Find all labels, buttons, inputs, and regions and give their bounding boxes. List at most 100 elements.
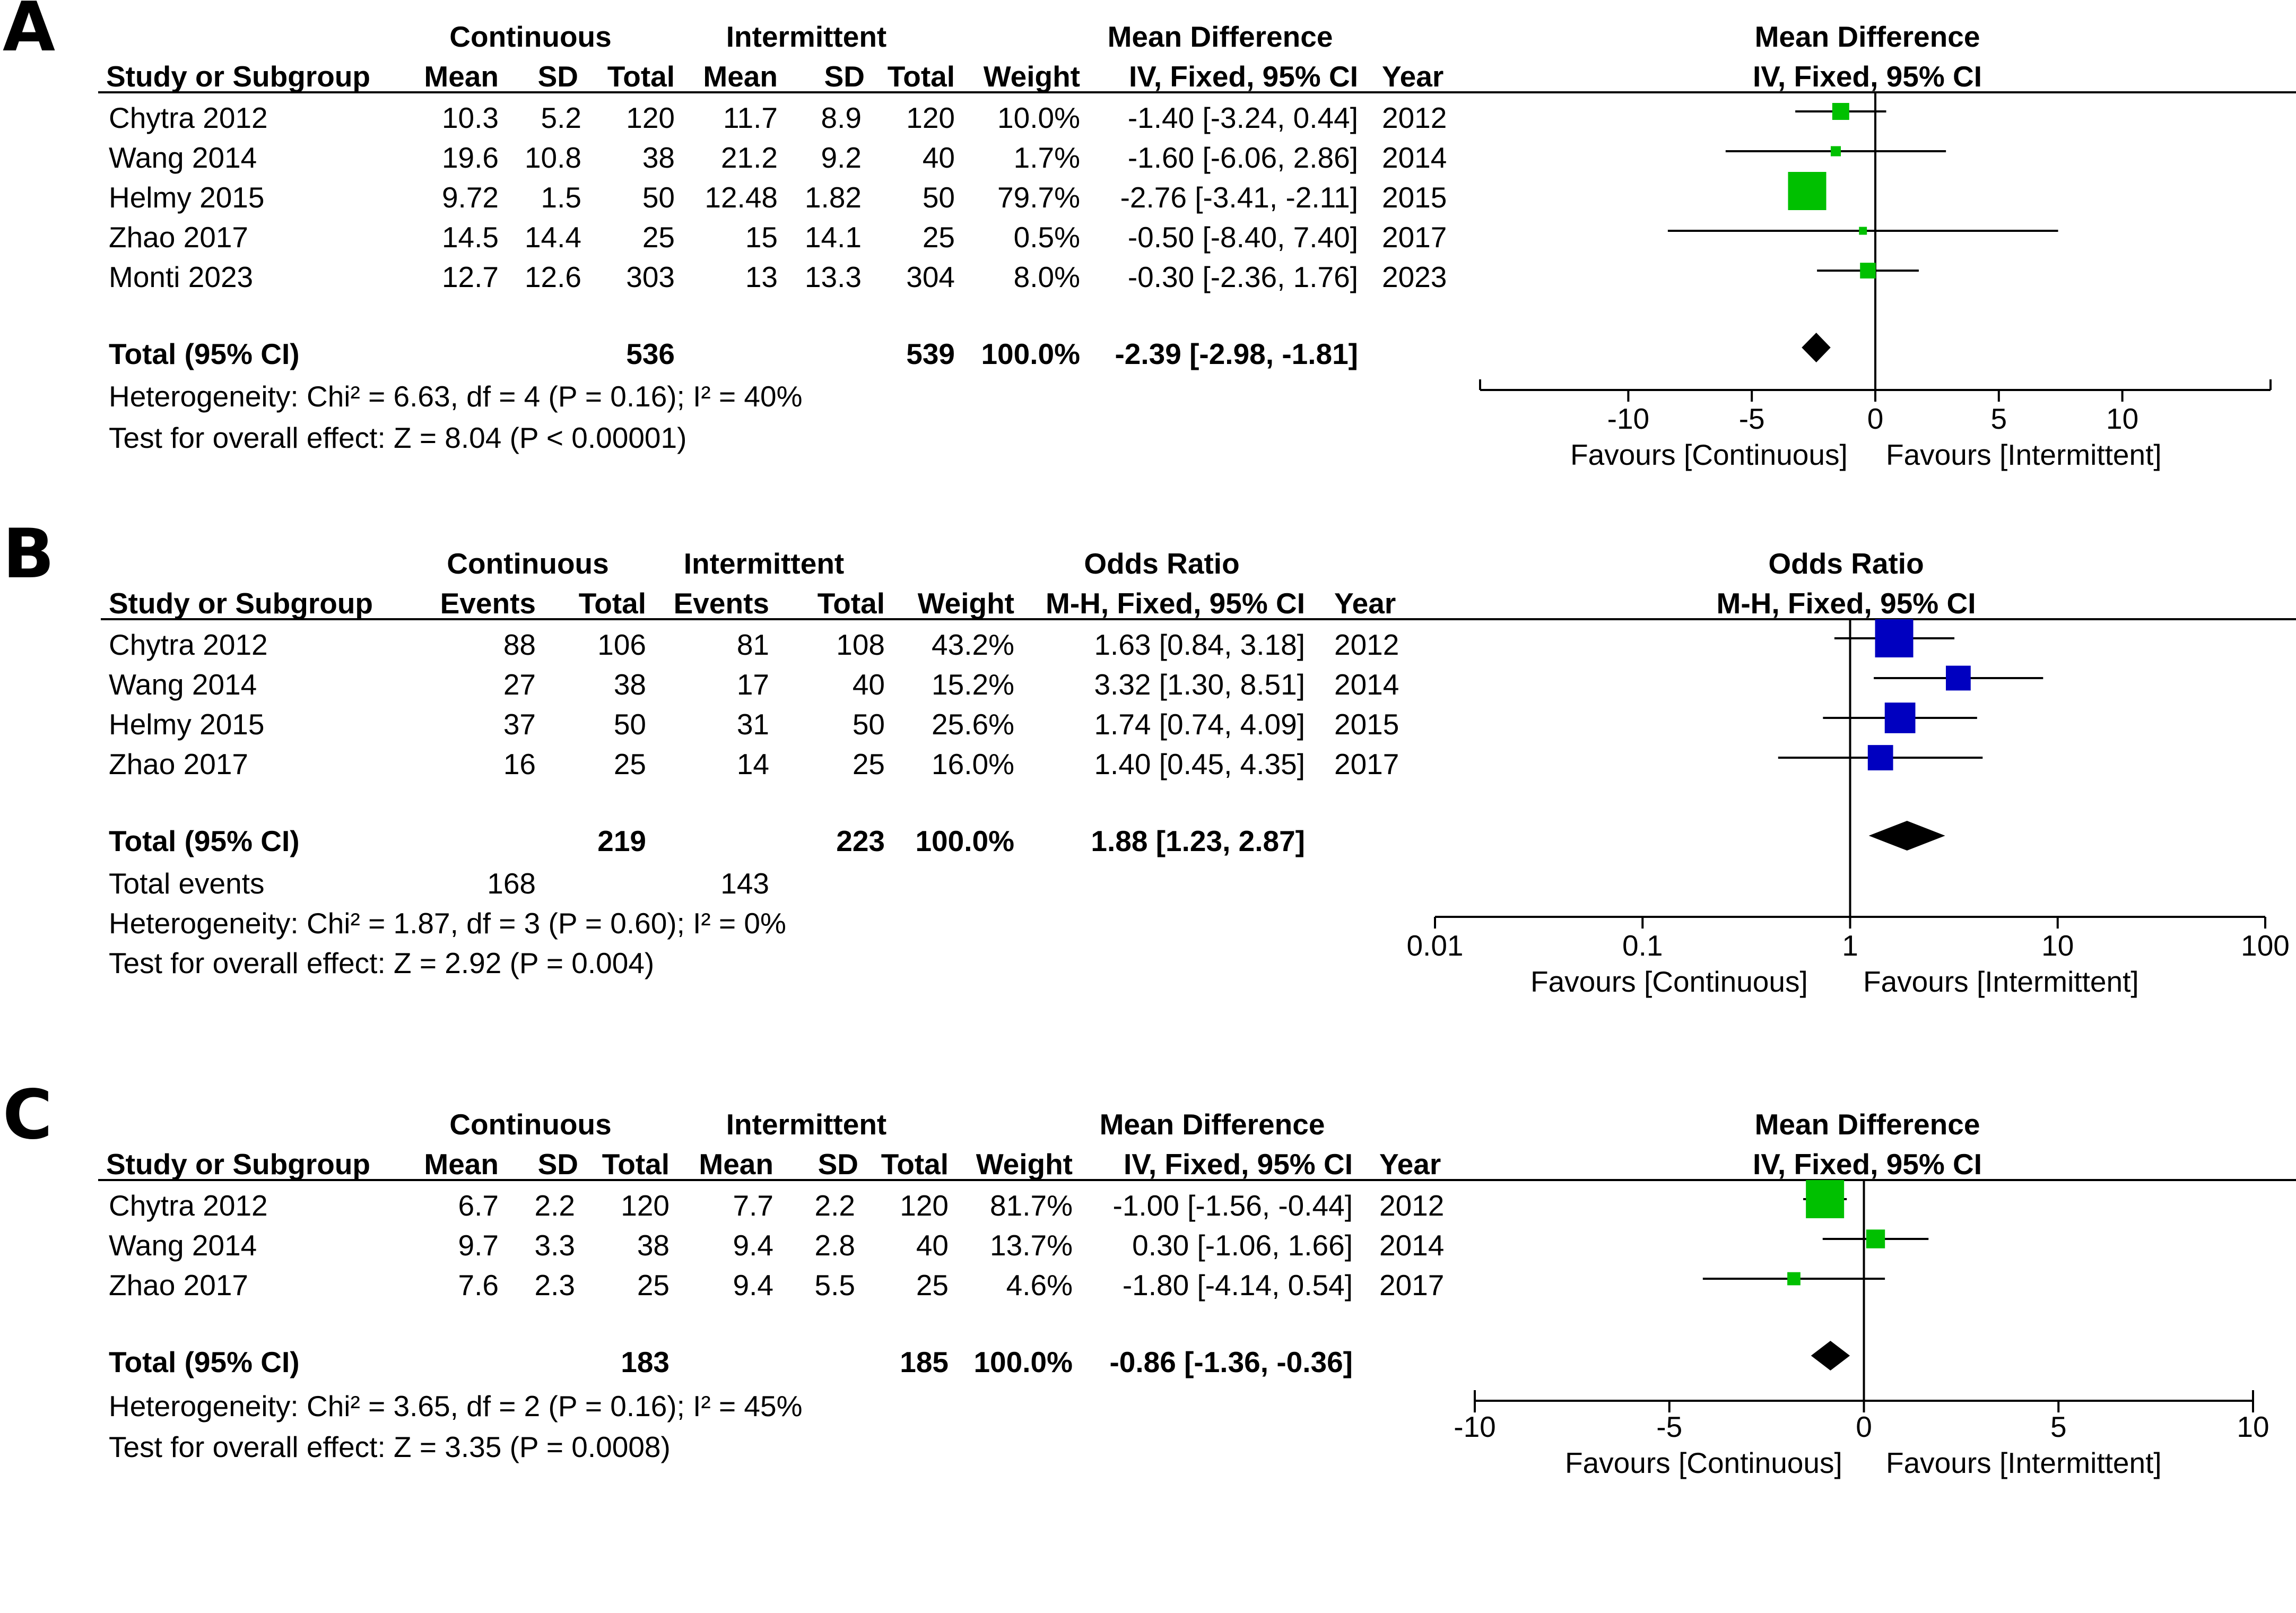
total-weight: 100.0% (973, 1346, 1073, 1378)
year: 2012 (1382, 101, 1447, 134)
x-tick-label: 0.1 (1622, 929, 1663, 962)
cell: 13.7% (990, 1229, 1073, 1262)
col-header: Total (881, 1148, 949, 1181)
ci-text: -0.30 [-2.36, 1.76] (1127, 261, 1358, 293)
cell: 81.7% (990, 1189, 1073, 1222)
col-header: SD (824, 60, 865, 93)
cell: 21.2 (720, 141, 778, 174)
cell: 16 (503, 748, 536, 781)
cell: 50 (852, 708, 885, 741)
panel-label: C (3, 1076, 53, 1155)
total-label: Total (95% CI) (109, 337, 300, 370)
group1-header: Continuous (449, 1108, 612, 1141)
cell: 31 (736, 708, 769, 741)
cell: 4.6% (1006, 1269, 1073, 1302)
x-tick-label: 0.01 (1406, 929, 1463, 962)
col-header: Weight (983, 60, 1080, 93)
cell: 1.5 (541, 181, 581, 214)
ci-text: 3.32 [1.30, 8.51] (1094, 668, 1305, 701)
ci-text: -1.00 [-1.56, -0.44] (1112, 1189, 1353, 1222)
col-header: Events (440, 587, 536, 620)
study-point-marker (1787, 1272, 1801, 1286)
cell: 15.2% (932, 668, 1014, 701)
cell: 50 (922, 181, 955, 214)
study-point-marker (1860, 263, 1876, 279)
cell: 88 (503, 628, 536, 661)
col-header: Events (673, 587, 769, 620)
cell: 14.1 (804, 221, 862, 254)
plot-title: Odds Ratio (1768, 547, 1924, 580)
cell: 120 (626, 101, 675, 134)
cell: 17 (736, 668, 769, 701)
cell: 7.6 (458, 1269, 499, 1302)
x-tick-label: 10 (2106, 402, 2138, 435)
study-name: Helmy 2015 (109, 708, 265, 741)
cell: 120 (900, 1189, 949, 1222)
cell: 12.6 (524, 261, 581, 293)
cell: 38 (637, 1229, 669, 1262)
study-name: Helmy 2015 (109, 181, 265, 214)
favours-left: Favours [Continuous] (1565, 1446, 1842, 1479)
effect-method-header: M-H, Fixed, 95% CI (1046, 587, 1305, 620)
ci-text: -1.40 [-3.24, 0.44] (1127, 101, 1358, 134)
study-name: Monti 2023 (109, 261, 254, 293)
ci-text: -2.76 [-3.41, -2.11] (1120, 181, 1358, 214)
total-weight: 100.0% (981, 337, 1080, 370)
cell: 12.7 (441, 261, 499, 293)
col-header: SD (537, 1148, 578, 1181)
ci-text: 1.40 [0.45, 4.35] (1094, 748, 1305, 781)
total-events-1: 168 (487, 867, 536, 900)
cell: 14.4 (524, 221, 581, 254)
cell: 38 (613, 668, 646, 701)
study-name: Zhao 2017 (109, 748, 248, 781)
favours-right: Favours [Intermittent] (1886, 1446, 2162, 1479)
heterogeneity: Heterogeneity: Chi² = 3.65, df = 2 (P = … (109, 1390, 803, 1423)
cell: 79.7% (997, 181, 1080, 214)
cell: 7.7 (733, 1189, 773, 1222)
col-header: Total (578, 587, 646, 620)
ci-text: 1.63 [0.84, 3.18] (1094, 628, 1305, 661)
col-header: Total (602, 1148, 669, 1181)
col-header: Total (887, 60, 955, 93)
cell: 2.8 (814, 1229, 855, 1262)
study-name: Zhao 2017 (109, 1269, 248, 1302)
year: 2017 (1379, 1269, 1445, 1302)
total-n2: 539 (906, 337, 955, 370)
forest-plot-a: -10 -5 0 5 10 (1479, 93, 2272, 435)
cell: 1.7% (1013, 141, 1080, 174)
effect-col-header: Mean Difference (1099, 1108, 1325, 1141)
year: 2023 (1382, 261, 1447, 293)
col-header: Total (607, 60, 675, 93)
total-weight: 100.0% (915, 825, 1014, 857)
x-tick-label: 100 (2241, 929, 2290, 962)
cell: 8.0% (1013, 261, 1080, 293)
cell: 10.0% (997, 101, 1080, 134)
heterogeneity: Heterogeneity: Chi² = 6.63, df = 4 (P = … (109, 380, 803, 413)
cell: 50 (613, 708, 646, 741)
study-point-marker (1946, 665, 1971, 691)
cell: 1.82 (804, 181, 862, 214)
cell: 10.3 (441, 101, 499, 134)
cell: 25 (642, 221, 675, 254)
year: 2012 (1379, 1189, 1445, 1222)
header-rule (98, 91, 2296, 93)
x-tick-label: 5 (2050, 1410, 2067, 1443)
year: 2017 (1382, 221, 1447, 254)
group2-header: Intermittent (683, 547, 845, 580)
header-rule (101, 618, 2296, 620)
cell: 5.2 (541, 101, 581, 134)
cell: 25 (613, 748, 646, 781)
forest-plot-c: -10 -5 0 5 10 (1454, 1180, 2269, 1443)
year: 2014 (1382, 141, 1447, 174)
effect-method-header: IV, Fixed, 95% CI (1128, 60, 1358, 93)
x-tick-label: -10 (1607, 402, 1650, 435)
year: 2015 (1334, 708, 1399, 741)
cell: 10.8 (524, 141, 581, 174)
cell: 50 (642, 181, 675, 214)
header-rule (98, 1179, 2296, 1181)
cell: 120 (621, 1189, 669, 1222)
overall-effect: Test for overall effect: Z = 3.35 (P = 0… (109, 1430, 671, 1463)
year-col-header: Year (1334, 587, 1396, 620)
total-ci-text: -2.39 [-2.98, -1.81] (1115, 337, 1358, 370)
cell: 27 (503, 668, 536, 701)
